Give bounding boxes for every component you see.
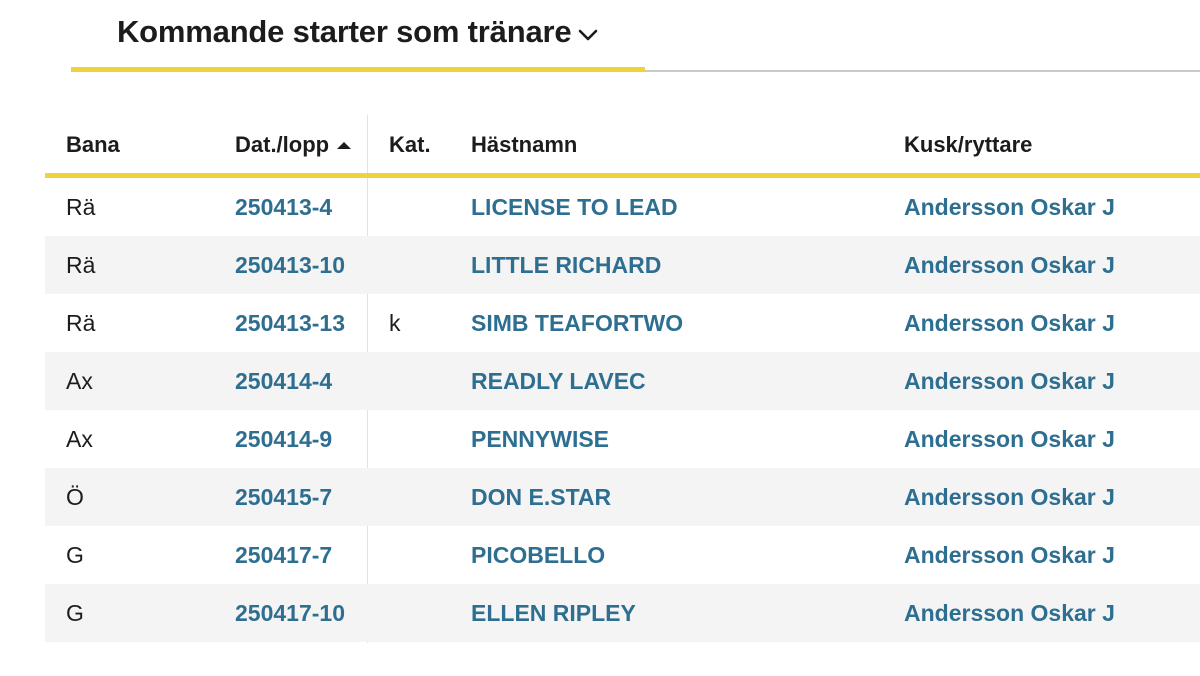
driver-link[interactable]: Andersson Oskar J [904, 426, 1115, 452]
chevron-down-icon[interactable] [577, 24, 599, 46]
track-cell: Rä [66, 194, 96, 220]
track-cell: Ax [66, 426, 93, 452]
column-header-date[interactable]: Dat./lopp [235, 132, 352, 158]
table-row: Ax 250414-4 READLY LAVEC Andersson Oskar… [45, 352, 1200, 410]
table-row: Rä 250413-10 LITTLE RICHARD Andersson Os… [45, 236, 1200, 294]
driver-link[interactable]: Andersson Oskar J [904, 368, 1115, 394]
track-cell: Ax [66, 368, 93, 394]
track-cell: G [66, 542, 84, 568]
horse-name-link[interactable]: LITTLE RICHARD [471, 252, 662, 278]
column-header-label: Kusk/ryttare [904, 132, 1033, 157]
table-row: Ö 250415-7 DON E.STAR Andersson Oskar J [45, 468, 1200, 526]
table-row: Rä 250413-13 k SIMB TEAFORTWO Andersson … [45, 294, 1200, 352]
page-title: Kommande starter som tränare [117, 14, 572, 49]
horse-name-link[interactable]: PICOBELLO [471, 542, 606, 568]
horse-name-link[interactable]: PENNYWISE [471, 426, 610, 452]
tab-divider [645, 70, 1200, 72]
horse-name-link[interactable]: DON E.STAR [471, 484, 612, 510]
column-header-label: Dat./lopp [235, 132, 330, 157]
column-header-label: Hästnamn [471, 132, 578, 157]
track-cell: Rä [66, 252, 96, 278]
track-cell: Rä [66, 310, 96, 336]
table-row: G 250417-7 PICOBELLO Andersson Oskar J [45, 526, 1200, 584]
sort-ascending-icon[interactable] [337, 141, 352, 149]
column-header-kat[interactable]: Kat. [389, 132, 431, 158]
starts-dropdown-tab[interactable]: Kommande starter som tränare [117, 14, 599, 50]
active-tab-underline [71, 67, 645, 72]
horse-name-link[interactable]: READLY LAVEC [471, 368, 646, 394]
horse-name-link[interactable]: SIMB TEAFORTWO [471, 310, 684, 336]
race-date-link[interactable]: 250413-4 [235, 194, 333, 220]
upcoming-starts-table: Bana Dat./lopp Kat. Hästnamn Kusk/ryttar… [45, 115, 1200, 643]
column-header-label: Bana [66, 132, 120, 157]
track-cell: G [66, 600, 84, 626]
column-header-horse[interactable]: Hästnamn [471, 132, 577, 158]
driver-link[interactable]: Andersson Oskar J [904, 484, 1115, 510]
column-header-label: Kat. [389, 132, 431, 157]
race-date-link[interactable]: 250417-7 [235, 542, 333, 568]
race-date-link[interactable]: 250415-7 [235, 484, 333, 510]
category-cell: k [389, 310, 401, 336]
table-header: Bana Dat./lopp Kat. Hästnamn Kusk/ryttar… [45, 115, 1200, 178]
race-date-link[interactable]: 250413-10 [235, 252, 345, 278]
race-date-link[interactable]: 250413-13 [235, 310, 345, 336]
table-row: Ax 250414-9 PENNYWISE Andersson Oskar J [45, 410, 1200, 468]
race-date-link[interactable]: 250417-10 [235, 600, 345, 626]
column-header-driver[interactable]: Kusk/ryttare [904, 132, 1032, 158]
driver-link[interactable]: Andersson Oskar J [904, 600, 1115, 626]
track-cell: Ö [66, 484, 84, 510]
race-date-link[interactable]: 250414-9 [235, 426, 333, 452]
table-row: G 250417-10 ELLEN RIPLEY Andersson Oskar… [45, 584, 1200, 642]
driver-link[interactable]: Andersson Oskar J [904, 194, 1115, 220]
driver-link[interactable]: Andersson Oskar J [904, 310, 1115, 336]
horse-name-link[interactable]: ELLEN RIPLEY [471, 600, 636, 626]
column-header-bana[interactable]: Bana [66, 132, 120, 158]
table-body: Rä 250413-4 LICENSE TO LEAD Andersson Os… [45, 178, 1200, 642]
driver-link[interactable]: Andersson Oskar J [904, 252, 1115, 278]
race-date-link[interactable]: 250414-4 [235, 368, 333, 394]
table-row: Rä 250413-4 LICENSE TO LEAD Andersson Os… [45, 178, 1200, 236]
horse-name-link[interactable]: LICENSE TO LEAD [471, 194, 678, 220]
driver-link[interactable]: Andersson Oskar J [904, 542, 1115, 568]
